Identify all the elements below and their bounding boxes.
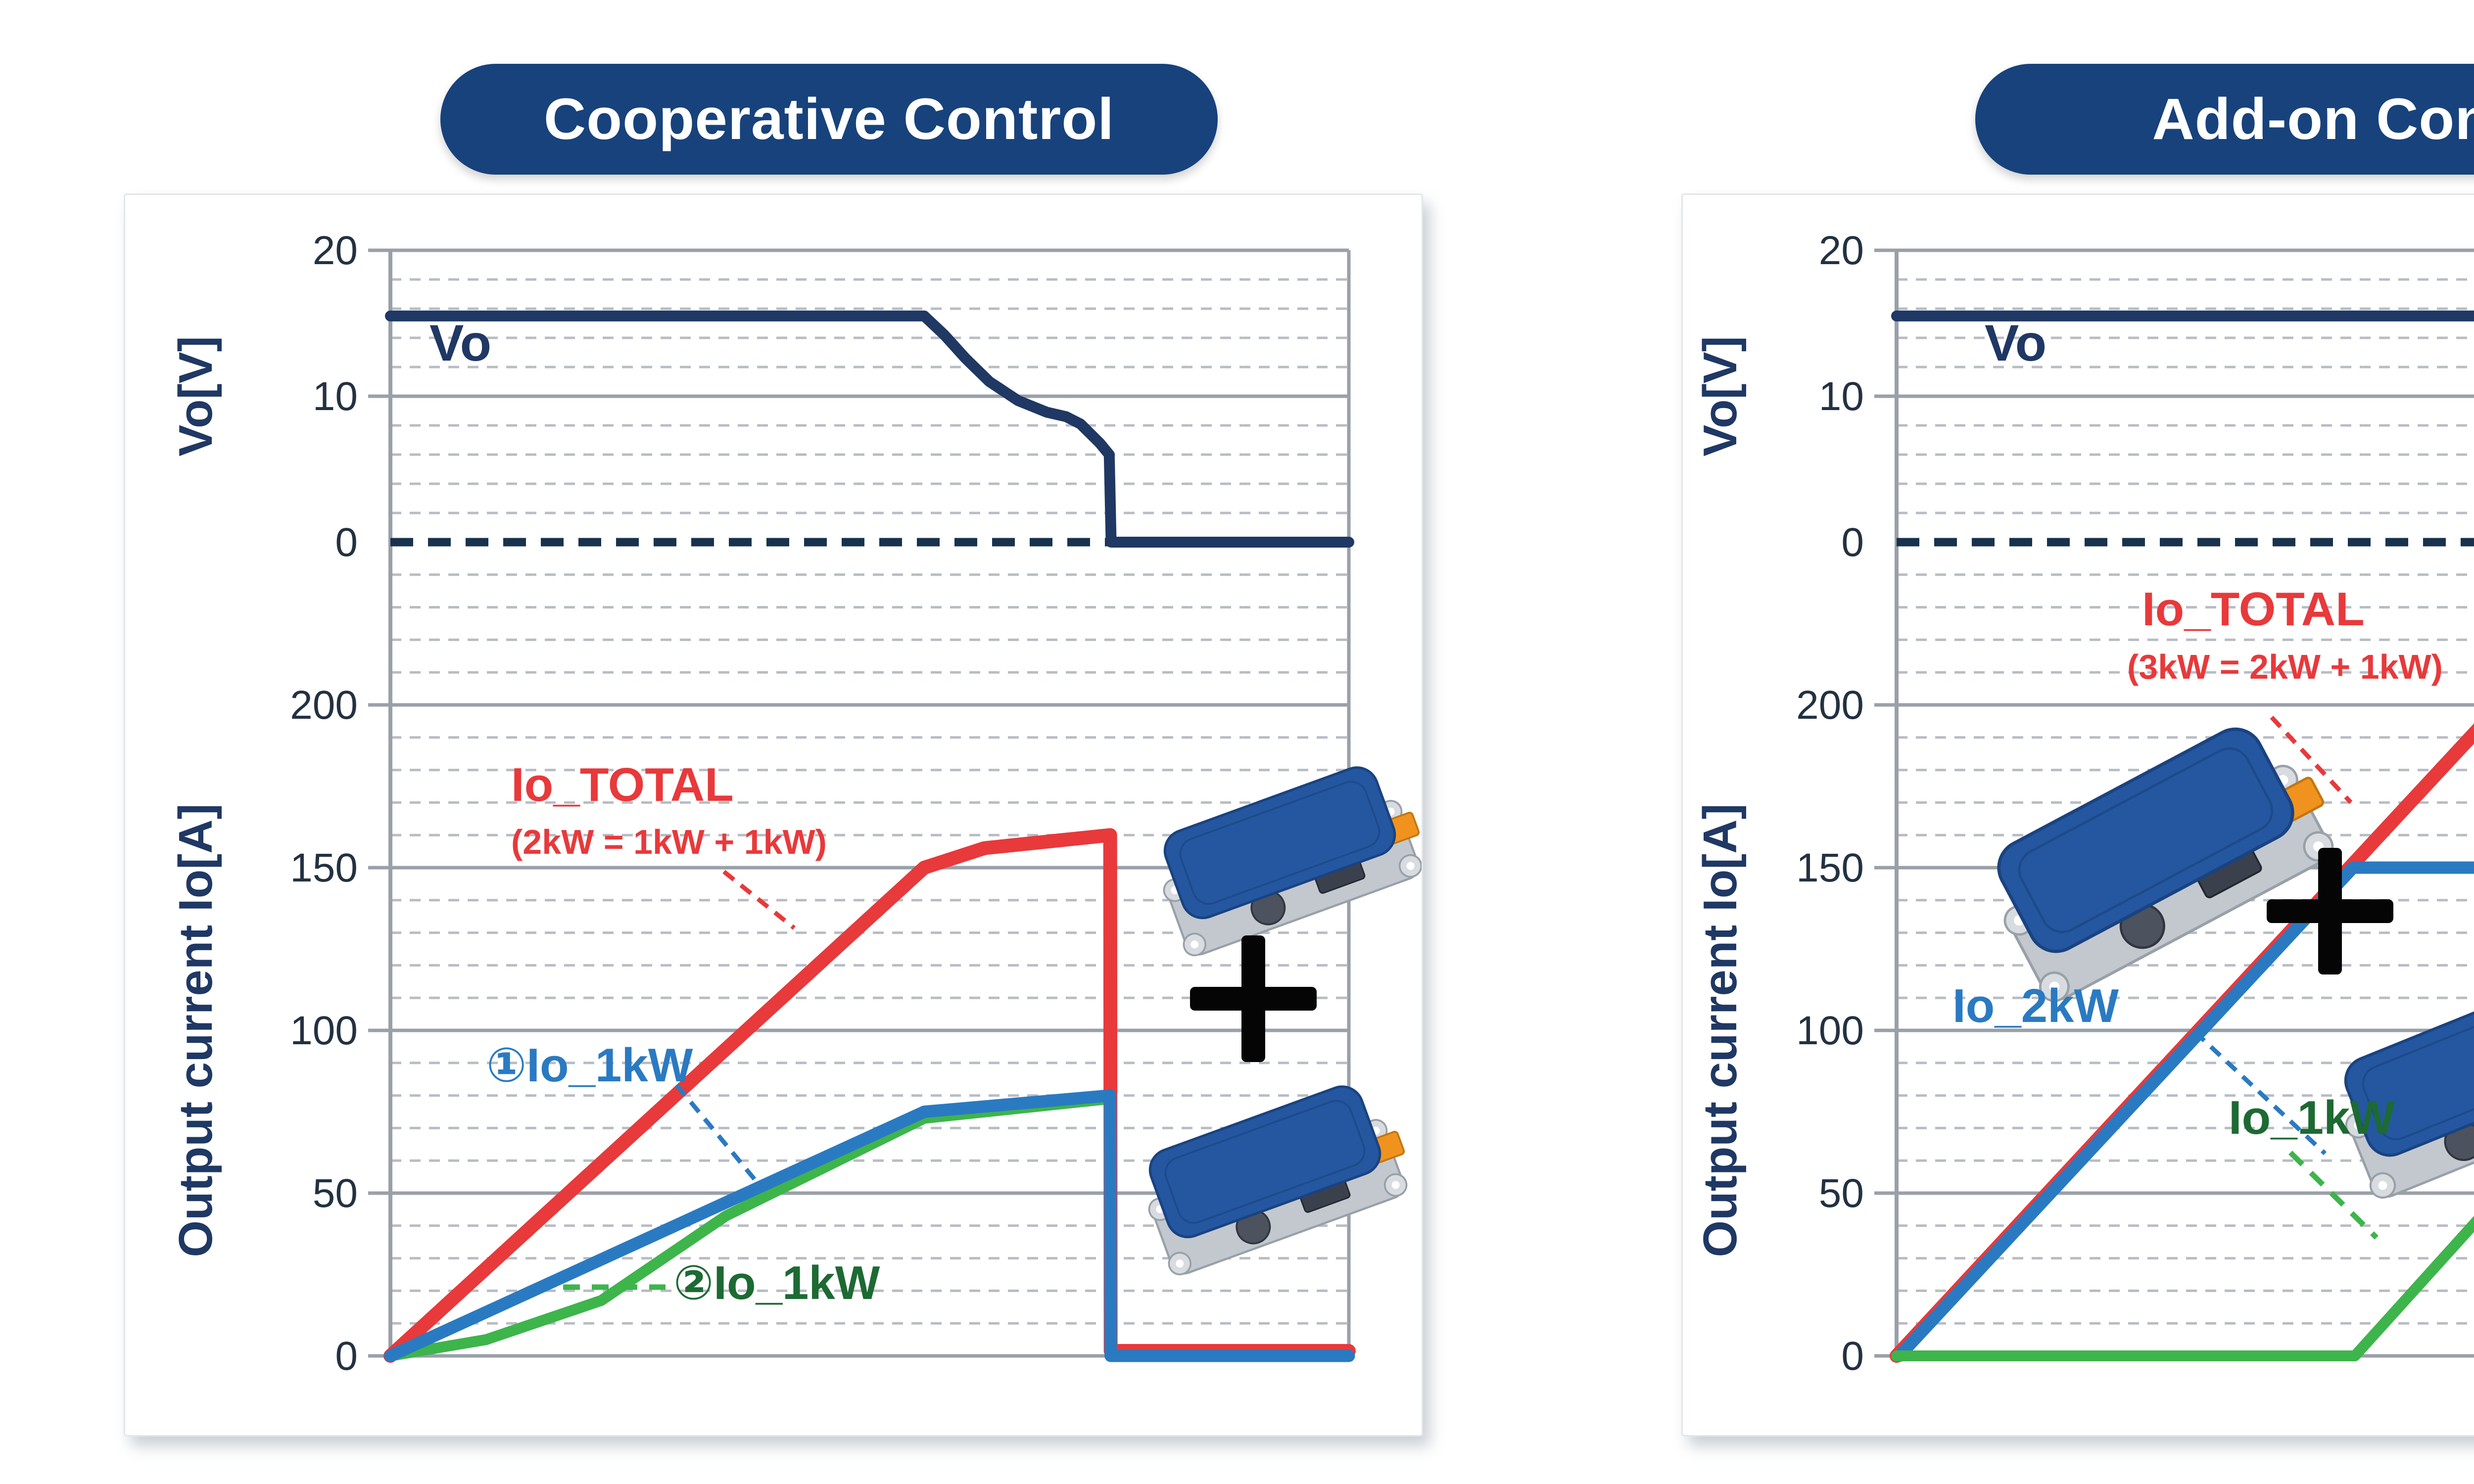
vo-axis-label: Vo[V] [1694, 336, 1747, 457]
io-1kw-2-label: ②Io_1kW [673, 1256, 880, 1309]
curves [1890, 310, 2474, 1363]
curve--io-1kw [384, 1089, 1355, 1362]
io-2kw-leader-line [2193, 1030, 2327, 1156]
io-tick-200: 200 [1796, 683, 1864, 728]
io-axis-label: Output current Io[A] [1694, 803, 1747, 1257]
io-1kw-label: Io_1kW [2229, 1091, 2395, 1144]
curve-vo [1891, 310, 2474, 322]
chart-labels: 20 10 0 200 150 100 50 0 Vo[V] Output cu… [1694, 228, 2443, 1379]
curves [383, 310, 1356, 1363]
cover-groove [1164, 1100, 1366, 1224]
blue-cover [1997, 727, 2294, 953]
module-illustrations [1997, 727, 2474, 1199]
vo-curve-label: Vo [429, 315, 491, 372]
io-total-leader-line [722, 870, 796, 930]
dcdc-converter-module-illustration [1163, 766, 1422, 957]
io-tick-50: 50 [313, 1171, 358, 1216]
io-tick-0: 0 [335, 1334, 358, 1379]
cover-groove [2018, 747, 2274, 933]
chart-card-cooperative: 20 10 0 200 150 100 50 0 Vo[V] Output cu… [124, 193, 1423, 1437]
chart-addon: 20 10 0 200 150 100 50 0 Vo[V] Output cu… [1694, 228, 2474, 1379]
dcdc-converter-module-illustration [1148, 1085, 1408, 1276]
io-tick-100: 100 [290, 1008, 358, 1053]
io-total-leader-line [2270, 715, 2353, 804]
io-tick-150: 150 [1796, 845, 1864, 890]
cover-groove [2362, 995, 2474, 1141]
cover-groove [1179, 781, 1380, 905]
io-1kw-1-label: ①Io_1kW [486, 1039, 693, 1092]
vo-curve-label: Vo [1985, 315, 2046, 372]
chart-cooperative: 20 10 0 200 150 100 50 0 Vo[V] Output cu… [169, 228, 1422, 1379]
io-tick-100: 100 [1796, 1008, 1864, 1053]
vo-tick-0: 0 [1841, 520, 1864, 565]
io-1kw-1-leader-line [675, 1084, 757, 1181]
io-total-label-line1: Io_TOTAL [511, 758, 734, 811]
vo-tick-20: 20 [1819, 228, 1864, 273]
curve-vo [385, 310, 1354, 548]
io-total-label-line2: (2kW = 1kW + 1kW) [511, 823, 827, 861]
blue-cover [1148, 1085, 1381, 1239]
plus-icon [2267, 848, 2393, 974]
blue-cover [1163, 766, 1396, 920]
io-1kw-leader-line [2288, 1151, 2379, 1240]
mounting-holes [1171, 807, 1415, 949]
module-illustrations [1148, 766, 1422, 1276]
chart-labels: 20 10 0 200 150 100 50 0 Vo[V] Output cu… [169, 228, 880, 1379]
io-total-label-line1: Io_TOTAL [2142, 583, 2365, 636]
title-cooperative-text: Cooperative Control [543, 87, 1115, 152]
io-tick-0: 0 [1841, 1334, 1864, 1379]
curve-io-2kw [1893, 861, 2474, 1362]
vo-axis-label: Vo[V] [169, 336, 222, 457]
io-tick-150: 150 [290, 845, 358, 890]
title-cooperative-control: Cooperative Control [440, 64, 1218, 175]
vo-tick-20: 20 [313, 228, 358, 273]
vo-tick-10: 10 [313, 374, 358, 419]
vo-tick-0: 0 [335, 520, 358, 565]
io-tick-50: 50 [1819, 1171, 1864, 1216]
io-total-label-line2: (3kW = 2kW + 1kW) [2127, 648, 2443, 686]
vo-tick-10: 10 [1819, 374, 1864, 419]
title-addon-text: Add-on Control [2152, 87, 2474, 152]
curve-io-1kw [1891, 1215, 2474, 1361]
plus-icon [1190, 935, 1317, 1062]
chart-card-addon: 20 10 0 200 150 100 50 0 Vo[V] Output cu… [1681, 193, 2474, 1437]
io-tick-200: 200 [290, 683, 358, 728]
blue-cover [2344, 979, 2474, 1157]
dcdc-converter-module-illustration [2344, 979, 2474, 1199]
title-add-on-control: Add-on Control [1975, 64, 2474, 175]
dcdc-converter-module-illustration [1997, 727, 2334, 1002]
io-axis-label: Output current Io[A] [169, 803, 222, 1257]
io-2kw-label: Io_2kW [1952, 979, 2119, 1032]
